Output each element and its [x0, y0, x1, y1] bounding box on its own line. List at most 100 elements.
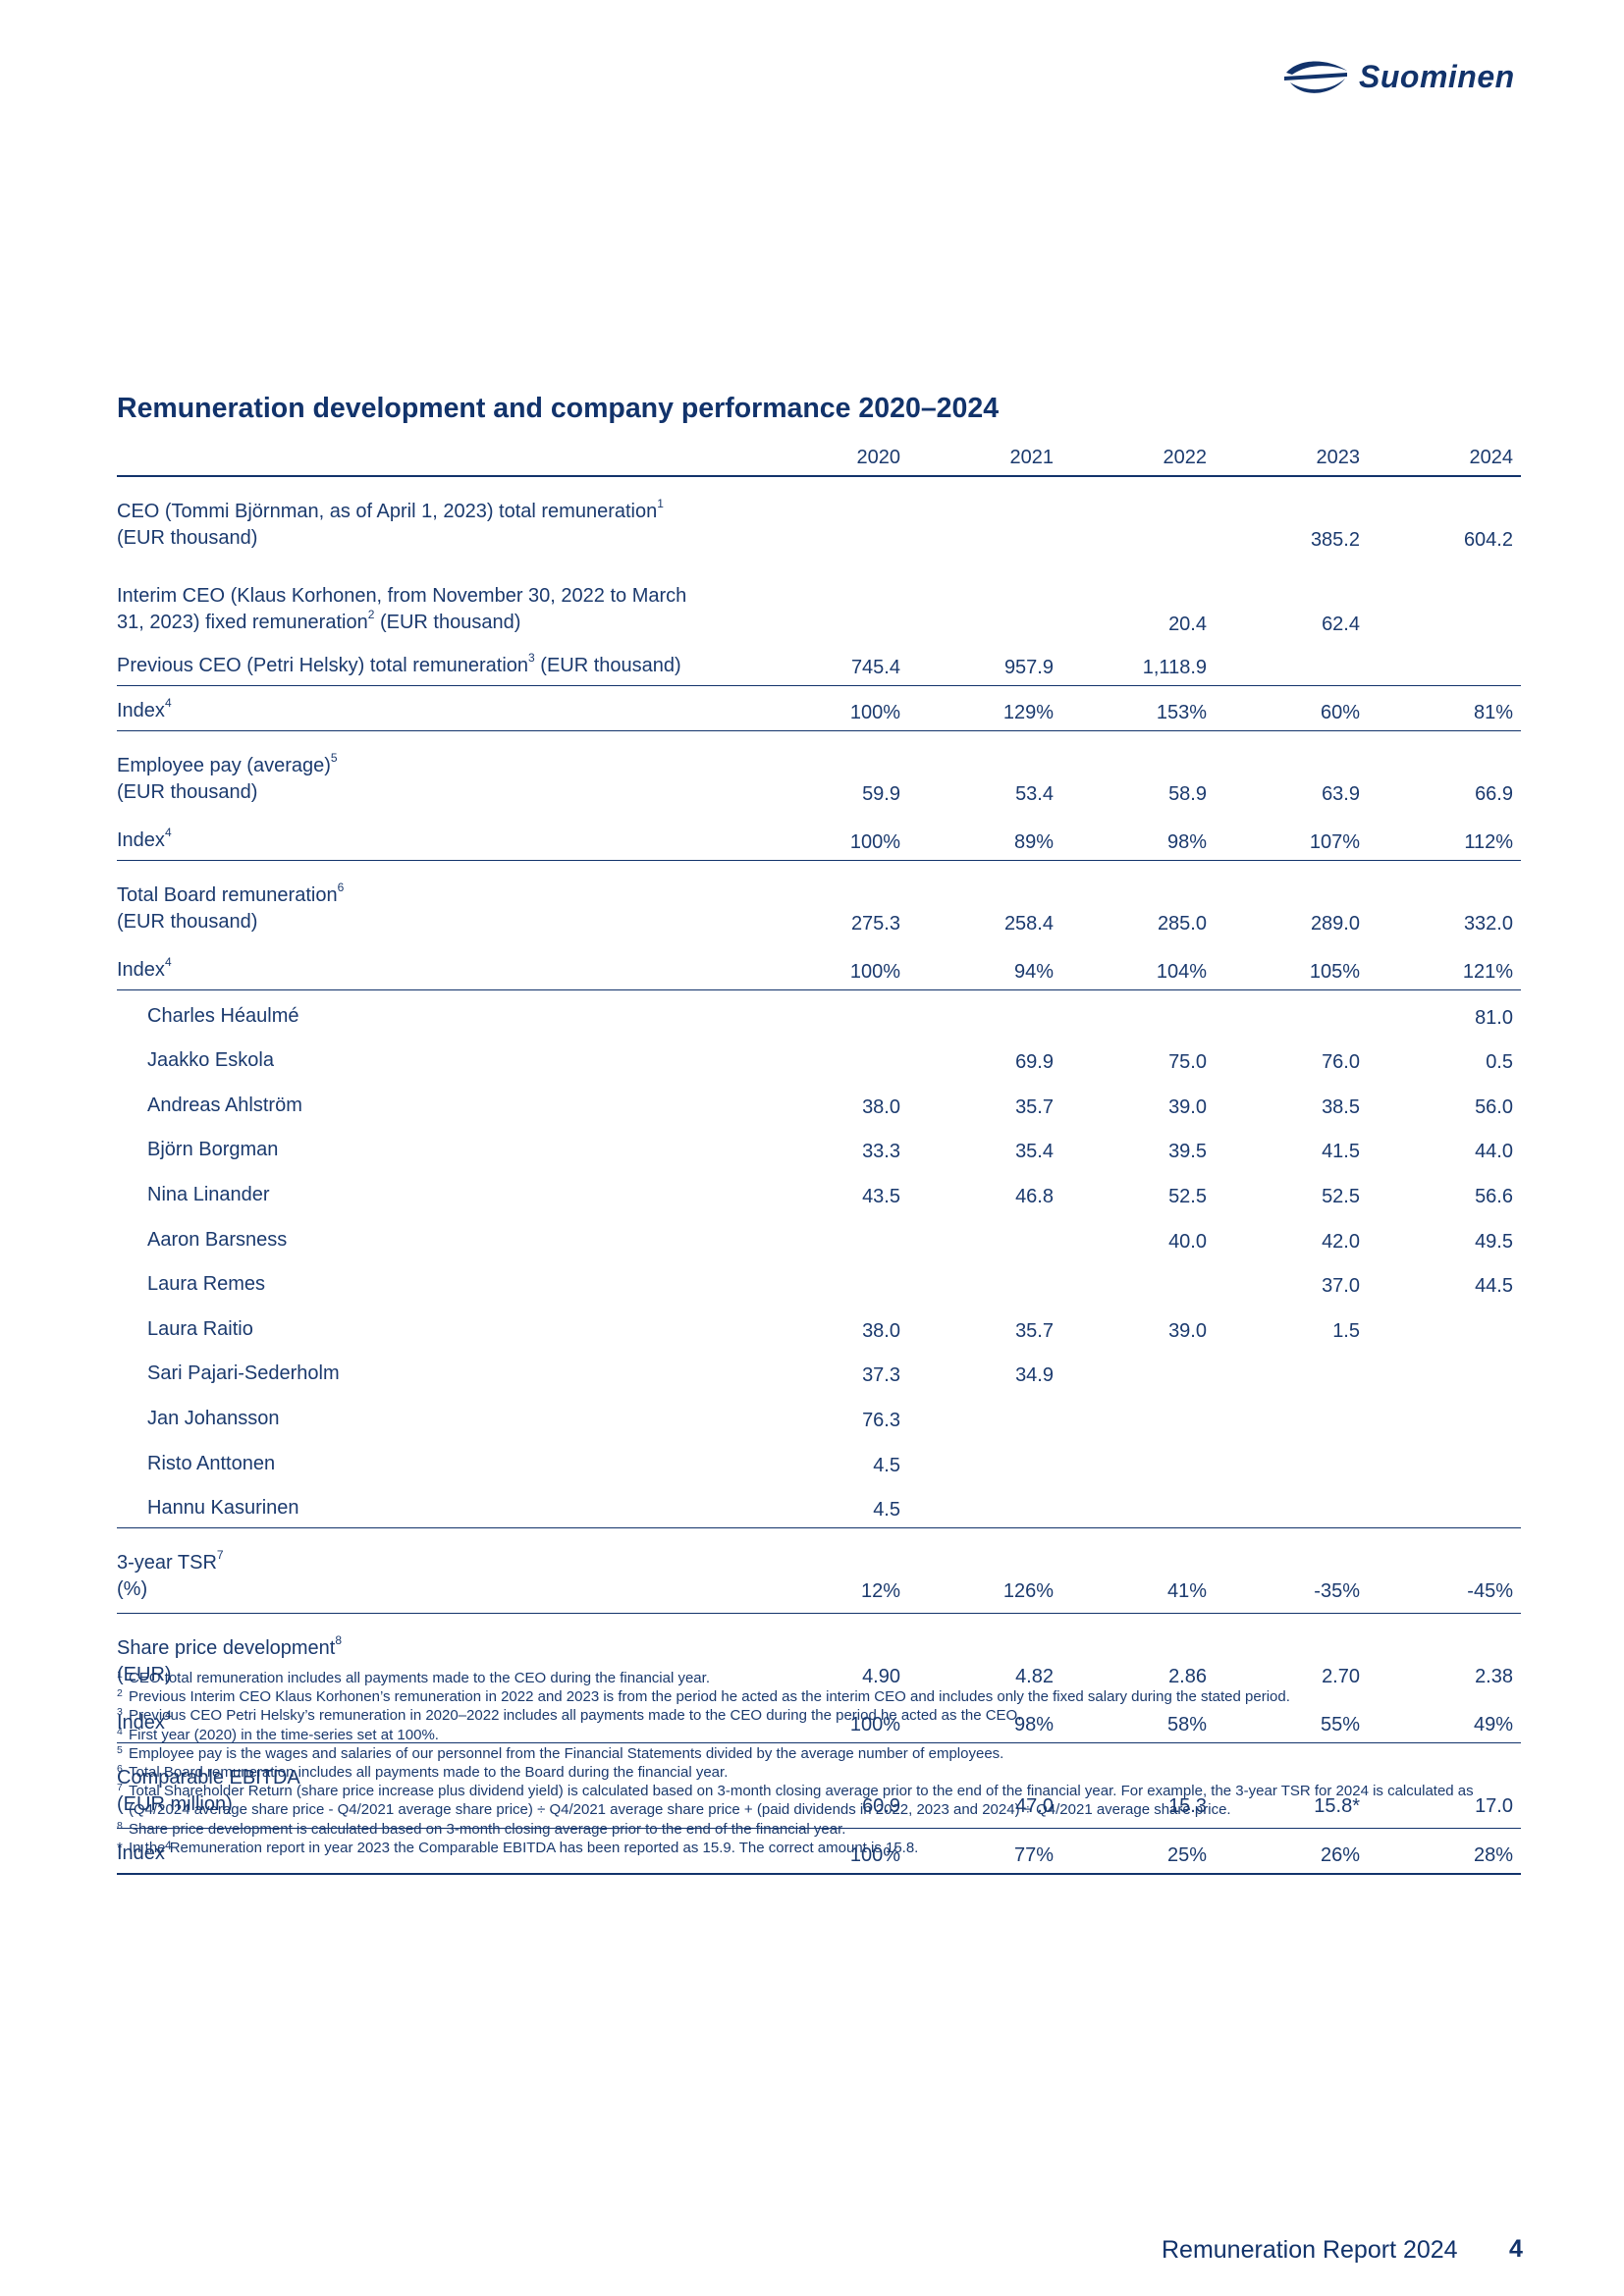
board-member-row: Sari Pajari-Sederholm 37.3 34.9	[117, 1349, 1521, 1394]
board-member-row: Laura Raitio 38.0 35.7 39.0 1.5	[117, 1304, 1521, 1349]
board-member-name: Sari Pajari-Sederholm	[147, 1362, 340, 1385]
table-row: Previous CEO (Petri Helsky) total remune…	[117, 646, 1521, 686]
table-cell: 59.9	[862, 783, 900, 805]
table-cell: 53.4	[1015, 783, 1054, 805]
table-cell	[755, 561, 908, 646]
table-cell: 107%	[1309, 831, 1360, 853]
table-cell: 17.0	[1475, 1795, 1513, 1818]
table-cell: 98%	[1166, 831, 1207, 853]
year-header: 2024	[1469, 447, 1514, 468]
table-cell	[1215, 1349, 1368, 1394]
table-row: Interim CEO (Klaus Korhonen, from Novemb…	[117, 561, 1521, 646]
table-cell: 62.4	[1322, 614, 1360, 635]
table-cell: 81%	[1473, 702, 1513, 723]
table-cell: 385.2	[1310, 529, 1360, 551]
table-cell: 76.0	[1322, 1051, 1360, 1074]
board-member-name: Hannu Kasurinen	[147, 1497, 299, 1520]
board-member-name: Jaakko Eskola	[147, 1049, 274, 1072]
table-cell: 289.0	[1310, 913, 1360, 934]
page-number: 4	[1509, 2235, 1523, 2263]
table-cell	[1368, 1438, 1521, 1483]
table-cell: 49%	[1473, 1714, 1513, 1736]
table-cell: 35.7	[1015, 1319, 1054, 1342]
row-label: Share price development8 (EUR)	[117, 1633, 343, 1686]
table-cell	[1061, 1259, 1215, 1305]
board-member-name: Nina Linander	[147, 1183, 270, 1205]
table-cell: 44.0	[1475, 1141, 1513, 1163]
row-label: Previous CEO (Petri Helsky) total remune…	[117, 651, 681, 676]
table-cell	[1215, 1393, 1368, 1438]
year-header: 2021	[1009, 447, 1055, 468]
table-cell	[908, 1438, 1061, 1483]
table-cell: 332.0	[1463, 913, 1513, 934]
table-cell	[1215, 990, 1368, 1036]
table-cell: 46.8	[1015, 1185, 1054, 1207]
footnote: 6 Total Board remuneration includes all p…	[117, 1763, 729, 1782]
table-cell: 60.9	[862, 1795, 900, 1818]
footnote: 8 Share price development is calculated b…	[117, 1819, 846, 1838]
table-cell: 43.5	[862, 1185, 900, 1207]
table-cell	[1215, 1483, 1368, 1528]
table-cell	[755, 990, 908, 1036]
board-member-row: Nina Linander 43.5 46.8 52.5 52.5 56.6	[117, 1169, 1521, 1214]
table-cell: 39.0	[1168, 1319, 1207, 1342]
footnotes: 1 CEO total remuneration includes all pay…	[117, 1669, 1521, 1857]
table-cell	[1368, 1483, 1521, 1528]
table-cell: 285.0	[1157, 913, 1207, 934]
table-cell: 25%	[1166, 1844, 1207, 1867]
board-member-name: Charles Héaulmé	[147, 1004, 299, 1027]
table-row: Total Board remuneration6 (EUR thousand) …	[117, 861, 1521, 946]
table-cell: 4.82	[1015, 1666, 1054, 1688]
board-member-name: Andreas Ahlström	[147, 1094, 302, 1116]
footnote: 4 First year (2020) in the time-series se…	[117, 1725, 439, 1743]
table-cell: 33.3	[862, 1141, 900, 1163]
table-cell: 20.4	[1168, 614, 1207, 635]
table-cell: 56.6	[1475, 1185, 1513, 1207]
table-cell: 41%	[1166, 1580, 1207, 1603]
footnote: 5 Employee pay is the wages and salaries …	[117, 1743, 1004, 1762]
table-cell: 49.5	[1475, 1230, 1513, 1253]
table-cell: 1.5	[1332, 1319, 1360, 1342]
footer-report-title: Remuneration Report 2024	[1162, 2236, 1458, 2264]
table-cell: 604.2	[1463, 529, 1513, 551]
table-cell: 26%	[1320, 1844, 1360, 1867]
row-label: Index4	[117, 696, 172, 721]
table-cell	[755, 1036, 908, 1081]
table-cell: 98%	[1013, 1714, 1054, 1736]
table-cell: 275.3	[850, 913, 900, 934]
table-row: CEO (Tommi Björnman, as of April 1, 2023…	[117, 476, 1521, 561]
suominen-logo-mark-icon	[1284, 61, 1347, 93]
table-cell	[1215, 646, 1368, 686]
board-member-row: Aaron Barsness 40.0 42.0 49.5	[117, 1214, 1521, 1259]
table-cell: 52.5	[1322, 1185, 1360, 1207]
table-cell: 38.5	[1322, 1095, 1360, 1118]
row-label: Index4	[117, 1839, 172, 1865]
table-cell: 35.7	[1015, 1095, 1054, 1118]
table-cell	[908, 1483, 1061, 1528]
table-cell	[1368, 646, 1521, 686]
table-cell: 100%	[849, 1714, 900, 1736]
table-cell: 37.0	[1322, 1275, 1360, 1298]
table-cell: 58.9	[1168, 783, 1207, 805]
table-cell: 2.38	[1475, 1666, 1513, 1688]
board-member-name: Aaron Barsness	[147, 1228, 288, 1251]
table-cell: 63.9	[1322, 783, 1360, 805]
table-cell: 15.3	[1168, 1795, 1207, 1818]
table-cell: 258.4	[1003, 913, 1054, 934]
table-cell	[1368, 1393, 1521, 1438]
table-cell: -35%	[1314, 1580, 1360, 1603]
suominen-logo: Suominen	[1282, 57, 1524, 100]
table-cell: 105%	[1309, 961, 1360, 983]
year-header: 2022	[1163, 447, 1208, 468]
table-cell: 121%	[1462, 961, 1513, 983]
board-member-row: Jaakko Eskola 69.9 75.0 76.0 0.5	[117, 1036, 1521, 1081]
table-cell: 41.5	[1322, 1141, 1360, 1163]
table-cell: 66.9	[1475, 783, 1513, 805]
table-cell: 100%	[849, 961, 900, 983]
header-label-cell	[117, 435, 755, 476]
footnote: 3 Previous CEO Petri Helsky’s remuneratio…	[117, 1706, 1022, 1725]
table-cell	[908, 476, 1061, 561]
board-member-row: Jan Johansson 76.3	[117, 1393, 1521, 1438]
table-cell: 15.8*	[1314, 1795, 1360, 1818]
table-cell	[1061, 1483, 1215, 1528]
